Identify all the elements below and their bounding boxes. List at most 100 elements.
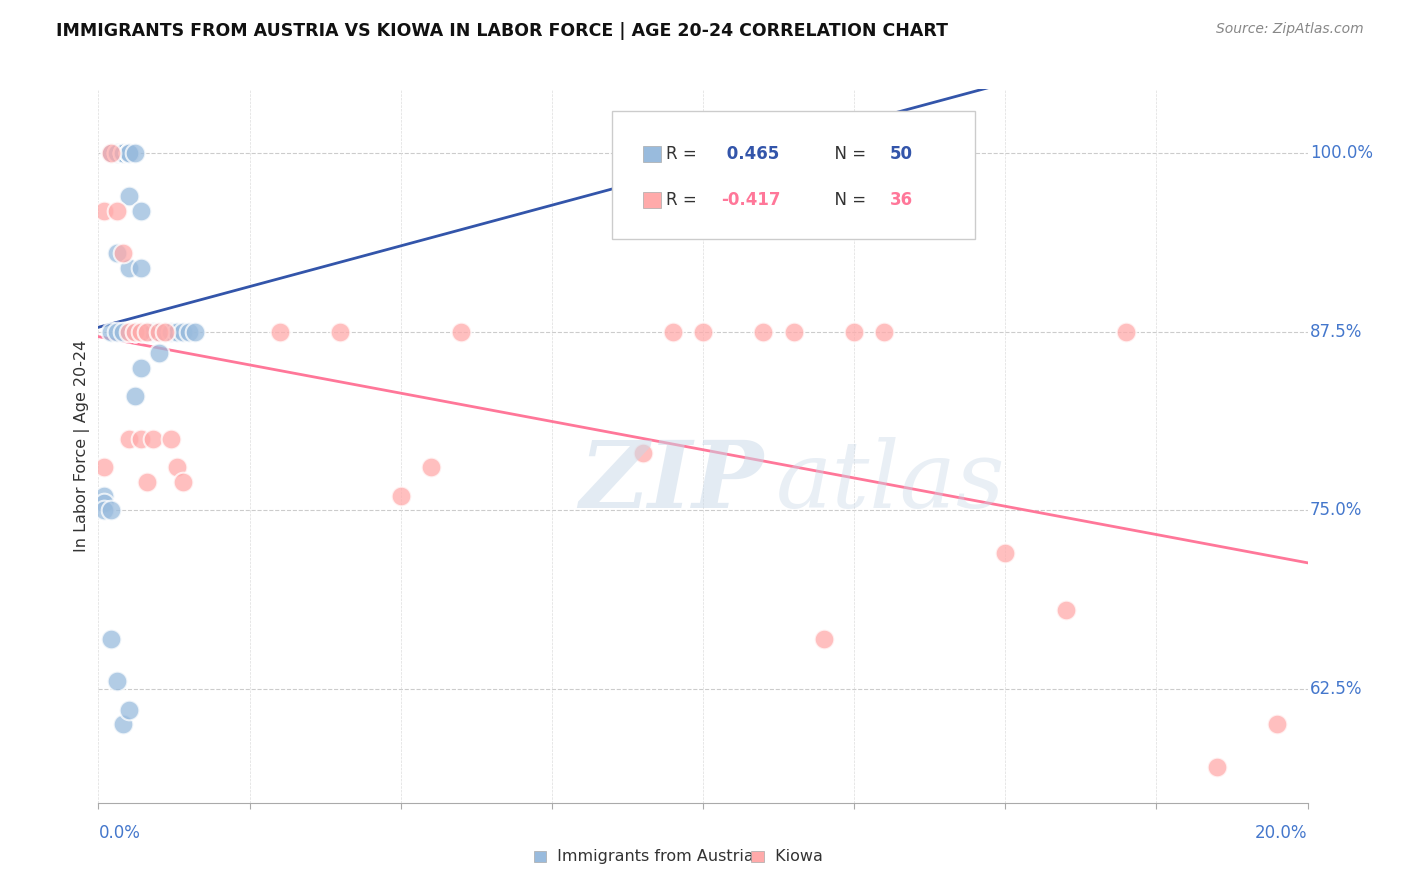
Point: [118, 146, 141, 161]
Text: 75.0%: 75.0%: [1310, 501, 1362, 519]
Point: [100, 146, 122, 161]
Text: N =: N =: [824, 145, 872, 163]
Point: [118, 703, 141, 717]
Point: [118, 432, 141, 446]
Point: [93, 203, 115, 218]
Point: [111, 146, 134, 161]
Text: IMMIGRANTS FROM AUSTRIA VS KIOWA IN LABOR FORCE | AGE 20-24 CORRELATION CHART: IMMIGRANTS FROM AUSTRIA VS KIOWA IN LABO…: [56, 22, 948, 40]
Point: [105, 146, 128, 161]
Point: [118, 146, 141, 161]
Text: 0.0%: 0.0%: [98, 824, 141, 842]
Point: [160, 432, 183, 446]
Point: [450, 325, 472, 339]
Point: [135, 325, 157, 339]
Bar: [643, 192, 661, 208]
Point: [105, 246, 128, 260]
Point: [93, 460, 115, 475]
Point: [419, 460, 441, 475]
Point: [148, 325, 170, 339]
Point: [111, 246, 134, 260]
Text: Immigrants from Austria: Immigrants from Austria: [551, 849, 754, 863]
Point: [135, 325, 157, 339]
Point: [129, 360, 152, 375]
Text: 36: 36: [890, 191, 914, 209]
Point: [148, 325, 170, 339]
Bar: [751, 851, 763, 862]
FancyBboxPatch shape: [612, 111, 976, 239]
Point: [389, 489, 412, 503]
Point: [135, 325, 157, 339]
Point: [166, 460, 188, 475]
Point: [100, 146, 122, 161]
Point: [93, 503, 115, 517]
Text: atlas: atlas: [776, 437, 1005, 526]
Point: [135, 325, 157, 339]
Text: 0.465: 0.465: [721, 145, 779, 163]
Point: [752, 325, 775, 339]
Point: [129, 203, 152, 218]
Point: [994, 546, 1017, 560]
Point: [813, 632, 835, 646]
Point: [148, 346, 170, 360]
Point: [105, 146, 128, 161]
Point: [124, 389, 146, 403]
Point: [153, 325, 176, 339]
Point: [124, 146, 146, 161]
Point: [124, 325, 146, 339]
Point: [100, 325, 122, 339]
Point: [177, 325, 201, 339]
Point: [111, 325, 134, 339]
Text: 100.0%: 100.0%: [1310, 145, 1374, 162]
Point: [105, 146, 128, 161]
Text: 62.5%: 62.5%: [1310, 680, 1362, 698]
Point: [105, 203, 128, 218]
Point: [329, 325, 352, 339]
Point: [153, 325, 176, 339]
Point: [129, 325, 152, 339]
Text: Kiowa: Kiowa: [769, 849, 823, 863]
Point: [142, 325, 165, 339]
Point: [661, 325, 683, 339]
Point: [111, 146, 134, 161]
Point: [129, 260, 152, 275]
Text: 20.0%: 20.0%: [1256, 824, 1308, 842]
Point: [269, 325, 291, 339]
Text: 50: 50: [890, 145, 912, 163]
Point: [100, 503, 122, 517]
Point: [1206, 760, 1229, 774]
Point: [124, 325, 146, 339]
Text: ZIP: ZIP: [579, 437, 763, 526]
Point: [631, 446, 654, 460]
Point: [142, 432, 165, 446]
Point: [135, 475, 157, 489]
Point: [782, 325, 804, 339]
Point: [844, 325, 866, 339]
Point: [118, 146, 141, 161]
Point: [692, 325, 714, 339]
Point: [93, 489, 115, 503]
Point: [184, 325, 207, 339]
Point: [105, 325, 128, 339]
Point: [105, 674, 128, 689]
Bar: [534, 851, 547, 862]
Point: [124, 325, 146, 339]
Point: [111, 717, 134, 731]
Point: [100, 632, 122, 646]
Text: R =: R =: [666, 191, 703, 209]
Point: [172, 475, 194, 489]
Text: -0.417: -0.417: [721, 191, 780, 209]
Point: [160, 325, 183, 339]
Bar: [643, 146, 661, 162]
Point: [166, 325, 188, 339]
Point: [118, 189, 141, 203]
Point: [873, 325, 896, 339]
Point: [1265, 717, 1288, 731]
Point: [172, 325, 194, 339]
Y-axis label: In Labor Force | Age 20-24: In Labor Force | Age 20-24: [75, 340, 90, 552]
Point: [129, 432, 152, 446]
Point: [100, 146, 122, 161]
Point: [93, 496, 115, 510]
Point: [1115, 325, 1137, 339]
Point: [118, 325, 141, 339]
Point: [129, 325, 152, 339]
